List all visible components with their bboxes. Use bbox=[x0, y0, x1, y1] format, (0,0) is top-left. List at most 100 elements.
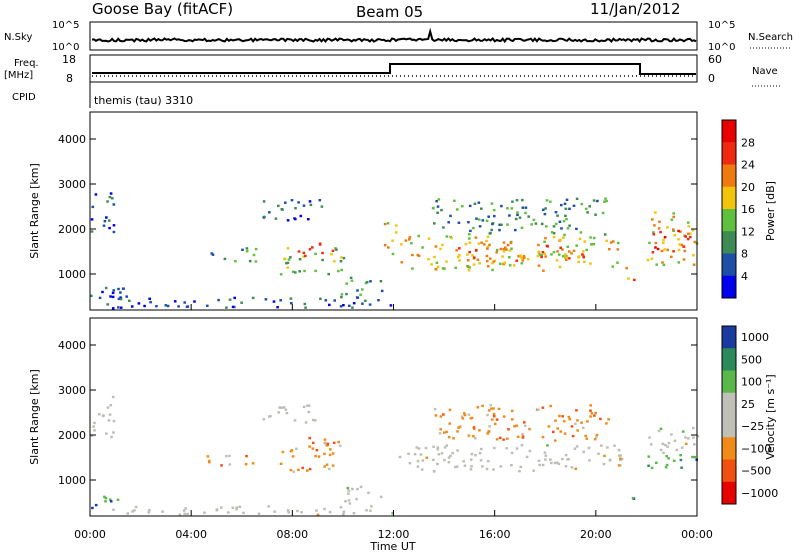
data-cell bbox=[603, 233, 607, 236]
data-cell bbox=[474, 236, 478, 239]
data-cell bbox=[682, 258, 686, 261]
data-cell bbox=[102, 224, 106, 227]
data-cell bbox=[408, 238, 411, 241]
data-cell bbox=[110, 435, 113, 439]
data-cell bbox=[433, 255, 436, 259]
data-cell bbox=[148, 509, 151, 512]
data-cell bbox=[347, 489, 351, 492]
data-cell bbox=[477, 218, 481, 221]
data-cell bbox=[287, 258, 291, 261]
data-cell bbox=[502, 415, 506, 418]
x-tick-label: 00:00 bbox=[74, 528, 106, 541]
data-cell bbox=[485, 239, 488, 243]
data-cell bbox=[520, 226, 524, 229]
data-cell bbox=[183, 301, 186, 304]
data-cell bbox=[323, 438, 327, 441]
data-cell bbox=[595, 436, 598, 439]
data-cell bbox=[679, 454, 682, 457]
data-cell bbox=[545, 225, 548, 228]
data-cell bbox=[673, 439, 677, 442]
data-cell bbox=[348, 502, 352, 505]
data-cell bbox=[538, 463, 541, 467]
colorbar-swatch bbox=[722, 186, 736, 210]
data-cell bbox=[608, 248, 611, 251]
data-cell bbox=[492, 260, 495, 263]
data-cell bbox=[383, 222, 387, 226]
data-cell bbox=[602, 462, 606, 466]
data-cell bbox=[655, 263, 658, 266]
data-cell bbox=[282, 406, 286, 409]
data-cell bbox=[307, 410, 311, 414]
data-cell bbox=[294, 271, 297, 274]
data-cell bbox=[240, 301, 243, 304]
data-cell bbox=[321, 251, 324, 255]
colorbar-frame bbox=[721, 119, 737, 299]
data-cell bbox=[521, 432, 524, 436]
data-cell bbox=[485, 467, 489, 471]
data-cell bbox=[534, 222, 538, 225]
data-cell bbox=[593, 438, 597, 441]
data-cell bbox=[541, 463, 545, 467]
data-cell bbox=[592, 199, 596, 202]
data-cell bbox=[443, 267, 446, 270]
data-cell bbox=[617, 454, 621, 457]
data-cell bbox=[508, 214, 511, 217]
data-cell bbox=[663, 248, 666, 251]
data-cell bbox=[506, 243, 510, 247]
data-cell bbox=[94, 503, 98, 507]
data-cell bbox=[480, 447, 483, 451]
data-cell bbox=[556, 250, 559, 253]
data-cell bbox=[342, 512, 345, 516]
data-cell bbox=[478, 262, 481, 265]
data-cell bbox=[286, 219, 290, 222]
data-cell bbox=[466, 253, 469, 256]
data-cell bbox=[589, 236, 592, 239]
data-cell bbox=[664, 443, 667, 447]
data-cell bbox=[559, 246, 562, 249]
colorbar-swatch bbox=[722, 275, 736, 299]
data-cell bbox=[473, 256, 476, 259]
data-cell bbox=[331, 464, 335, 467]
data-cell bbox=[298, 258, 302, 261]
data-cell bbox=[510, 247, 513, 250]
data-cell bbox=[549, 404, 552, 408]
data-cell bbox=[307, 218, 310, 221]
data-cell bbox=[215, 508, 219, 511]
data-cell bbox=[686, 237, 690, 241]
data-cell bbox=[648, 436, 651, 439]
data-cell bbox=[490, 202, 494, 205]
data-cell bbox=[663, 236, 667, 239]
data-cell bbox=[469, 229, 472, 233]
data-cell bbox=[289, 450, 293, 453]
data-cell bbox=[481, 219, 485, 222]
data-cell bbox=[328, 303, 331, 307]
data-cell bbox=[449, 454, 452, 458]
data-cell bbox=[356, 487, 359, 491]
data-cell bbox=[693, 455, 696, 459]
data-cell bbox=[436, 211, 439, 214]
data-cell bbox=[443, 431, 446, 434]
data-cell bbox=[245, 247, 249, 250]
data-cell bbox=[568, 207, 571, 210]
data-cell bbox=[220, 506, 223, 509]
data-cell bbox=[556, 427, 559, 430]
data-cell bbox=[206, 455, 210, 458]
data-cell bbox=[603, 454, 606, 458]
data-cell bbox=[107, 419, 111, 422]
data-cell bbox=[90, 230, 94, 233]
data-cell bbox=[576, 419, 579, 422]
data-cell bbox=[119, 296, 122, 299]
data-cell bbox=[400, 261, 404, 264]
data-cell bbox=[521, 435, 525, 438]
data-cell bbox=[347, 499, 351, 502]
data-cell bbox=[443, 458, 446, 462]
freq-right-tick-bottom: 0 bbox=[708, 72, 715, 85]
freq-left-label-2: [MHz] bbox=[4, 70, 33, 81]
data-cell bbox=[217, 298, 220, 302]
data-cell bbox=[166, 304, 170, 308]
data-cell bbox=[487, 430, 491, 433]
freq-left-tick-top: 18 bbox=[62, 53, 76, 66]
data-cell bbox=[515, 424, 519, 427]
data-cell bbox=[491, 222, 494, 226]
